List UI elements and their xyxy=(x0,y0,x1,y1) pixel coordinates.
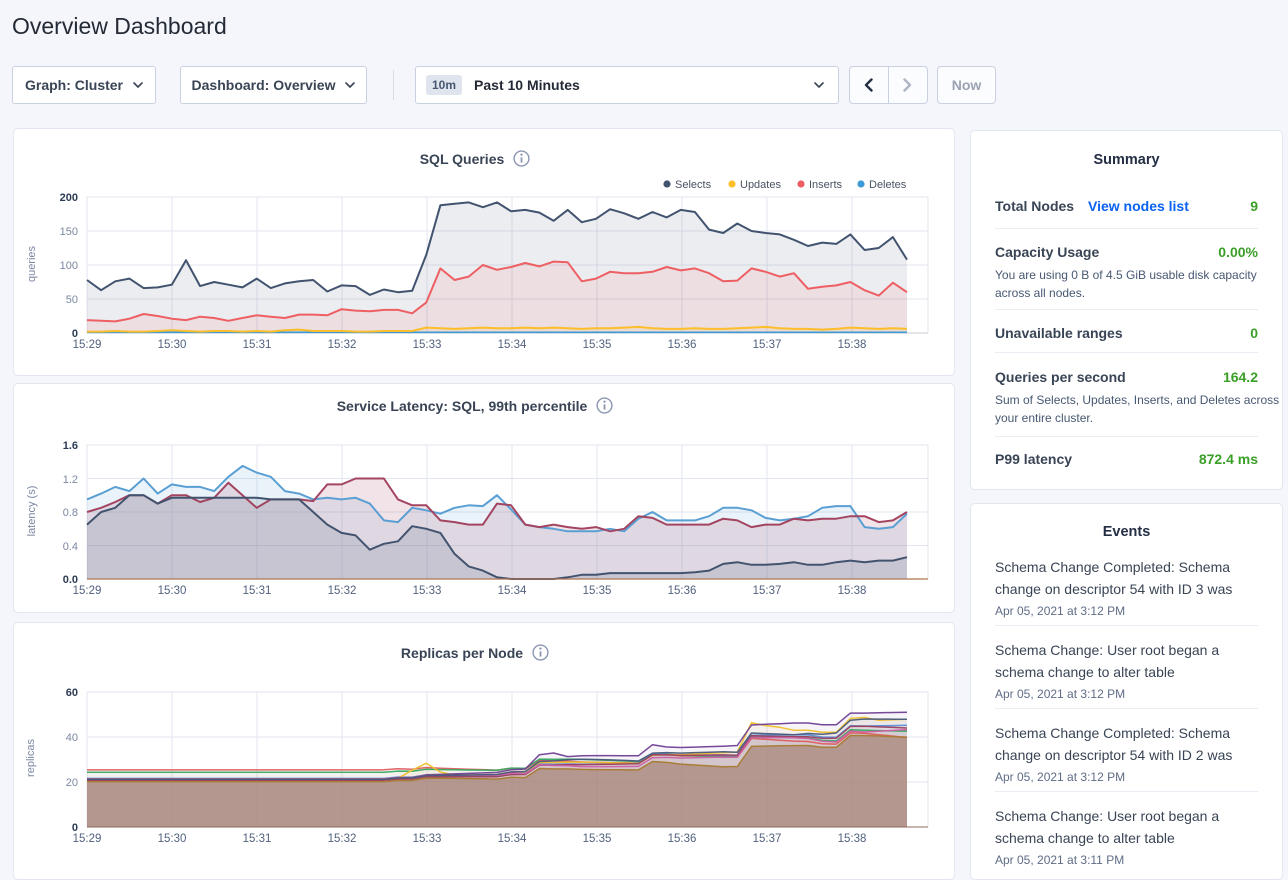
svg-text:15:38: 15:38 xyxy=(838,339,867,351)
svg-text:15:30: 15:30 xyxy=(158,585,187,597)
svg-text:40: 40 xyxy=(66,732,78,744)
svg-text:60: 60 xyxy=(66,687,78,699)
svg-text:15:29: 15:29 xyxy=(73,339,102,351)
svg-text:15:29: 15:29 xyxy=(73,833,102,845)
svg-text:0: 0 xyxy=(72,822,78,834)
svg-text:15:34: 15:34 xyxy=(498,339,527,351)
svg-text:0.4: 0.4 xyxy=(63,541,78,553)
svg-text:1.2: 1.2 xyxy=(63,474,78,486)
svg-text:15:35: 15:35 xyxy=(583,585,612,597)
svg-text:15:30: 15:30 xyxy=(158,339,187,351)
svg-text:15:36: 15:36 xyxy=(668,585,697,597)
svg-text:1.6: 1.6 xyxy=(63,440,78,452)
svg-text:100: 100 xyxy=(60,260,78,272)
svg-text:20: 20 xyxy=(66,777,78,789)
svg-text:Inserts: Inserts xyxy=(809,179,843,191)
svg-text:15:38: 15:38 xyxy=(838,585,867,597)
svg-text:15:32: 15:32 xyxy=(328,833,357,845)
svg-text:50: 50 xyxy=(66,294,78,306)
svg-text:Selects: Selects xyxy=(675,179,712,191)
svg-text:15:33: 15:33 xyxy=(413,339,442,351)
svg-text:15:36: 15:36 xyxy=(668,833,697,845)
svg-text:0.8: 0.8 xyxy=(63,507,78,519)
svg-text:15:31: 15:31 xyxy=(243,585,272,597)
svg-text:15:32: 15:32 xyxy=(328,585,357,597)
svg-text:0.0: 0.0 xyxy=(63,574,78,586)
svg-text:15:30: 15:30 xyxy=(158,833,187,845)
svg-text:150: 150 xyxy=(60,226,78,238)
svg-text:15:37: 15:37 xyxy=(753,339,782,351)
svg-text:200: 200 xyxy=(60,192,78,204)
svg-text:15:35: 15:35 xyxy=(583,339,612,351)
svg-text:15:36: 15:36 xyxy=(668,339,697,351)
svg-text:15:37: 15:37 xyxy=(753,833,782,845)
svg-text:0: 0 xyxy=(72,328,78,340)
svg-text:Updates: Updates xyxy=(740,179,781,191)
svg-text:15:32: 15:32 xyxy=(328,339,357,351)
svg-text:15:38: 15:38 xyxy=(838,833,867,845)
svg-text:15:34: 15:34 xyxy=(498,585,527,597)
svg-text:15:33: 15:33 xyxy=(413,833,442,845)
svg-text:15:29: 15:29 xyxy=(73,585,102,597)
svg-text:15:35: 15:35 xyxy=(583,833,612,845)
svg-text:15:33: 15:33 xyxy=(413,585,442,597)
svg-text:Deletes: Deletes xyxy=(869,179,907,191)
svg-text:15:31: 15:31 xyxy=(243,833,272,845)
svg-text:15:37: 15:37 xyxy=(753,585,782,597)
svg-text:15:34: 15:34 xyxy=(498,833,527,845)
svg-text:15:31: 15:31 xyxy=(243,339,272,351)
